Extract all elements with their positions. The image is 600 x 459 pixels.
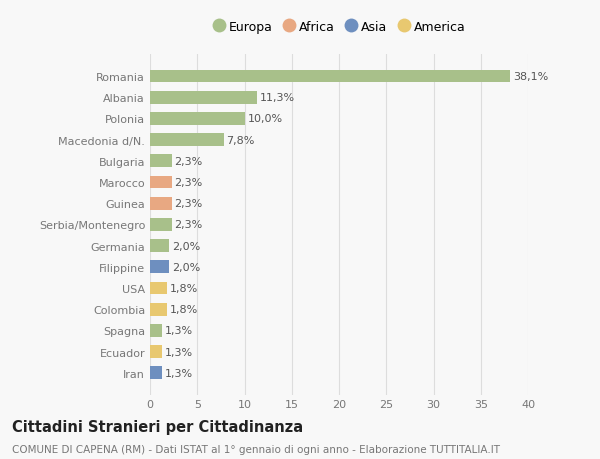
Text: 1,8%: 1,8% <box>170 283 198 293</box>
Text: 1,3%: 1,3% <box>165 326 193 336</box>
Bar <box>150 155 172 168</box>
Text: 1,3%: 1,3% <box>165 368 193 378</box>
Bar <box>150 176 172 189</box>
Text: 11,3%: 11,3% <box>260 93 295 103</box>
Bar <box>150 218 172 231</box>
Bar <box>150 71 510 83</box>
Bar <box>150 282 167 295</box>
Text: 10,0%: 10,0% <box>247 114 283 124</box>
Text: 38,1%: 38,1% <box>513 72 548 82</box>
Text: 1,3%: 1,3% <box>165 347 193 357</box>
Bar <box>150 113 245 125</box>
Bar <box>150 240 169 252</box>
Text: 2,3%: 2,3% <box>175 157 203 167</box>
Bar <box>150 325 162 337</box>
Text: 2,0%: 2,0% <box>172 241 200 251</box>
Text: Cittadini Stranieri per Cittadinanza: Cittadini Stranieri per Cittadinanza <box>12 419 303 434</box>
Bar <box>150 134 224 147</box>
Bar <box>150 303 167 316</box>
Text: 2,3%: 2,3% <box>175 220 203 230</box>
Bar <box>150 261 169 274</box>
Text: 2,0%: 2,0% <box>172 262 200 272</box>
Bar <box>150 346 162 358</box>
Bar <box>150 92 257 104</box>
Text: 2,3%: 2,3% <box>175 178 203 188</box>
Legend: Europa, Africa, Asia, America: Europa, Africa, Asia, America <box>212 21 466 34</box>
Bar <box>150 197 172 210</box>
Text: COMUNE DI CAPENA (RM) - Dati ISTAT al 1° gennaio di ogni anno - Elaborazione TUT: COMUNE DI CAPENA (RM) - Dati ISTAT al 1°… <box>12 444 500 454</box>
Bar <box>150 367 162 379</box>
Text: 1,8%: 1,8% <box>170 304 198 314</box>
Text: 7,8%: 7,8% <box>227 135 255 146</box>
Text: 2,3%: 2,3% <box>175 199 203 209</box>
